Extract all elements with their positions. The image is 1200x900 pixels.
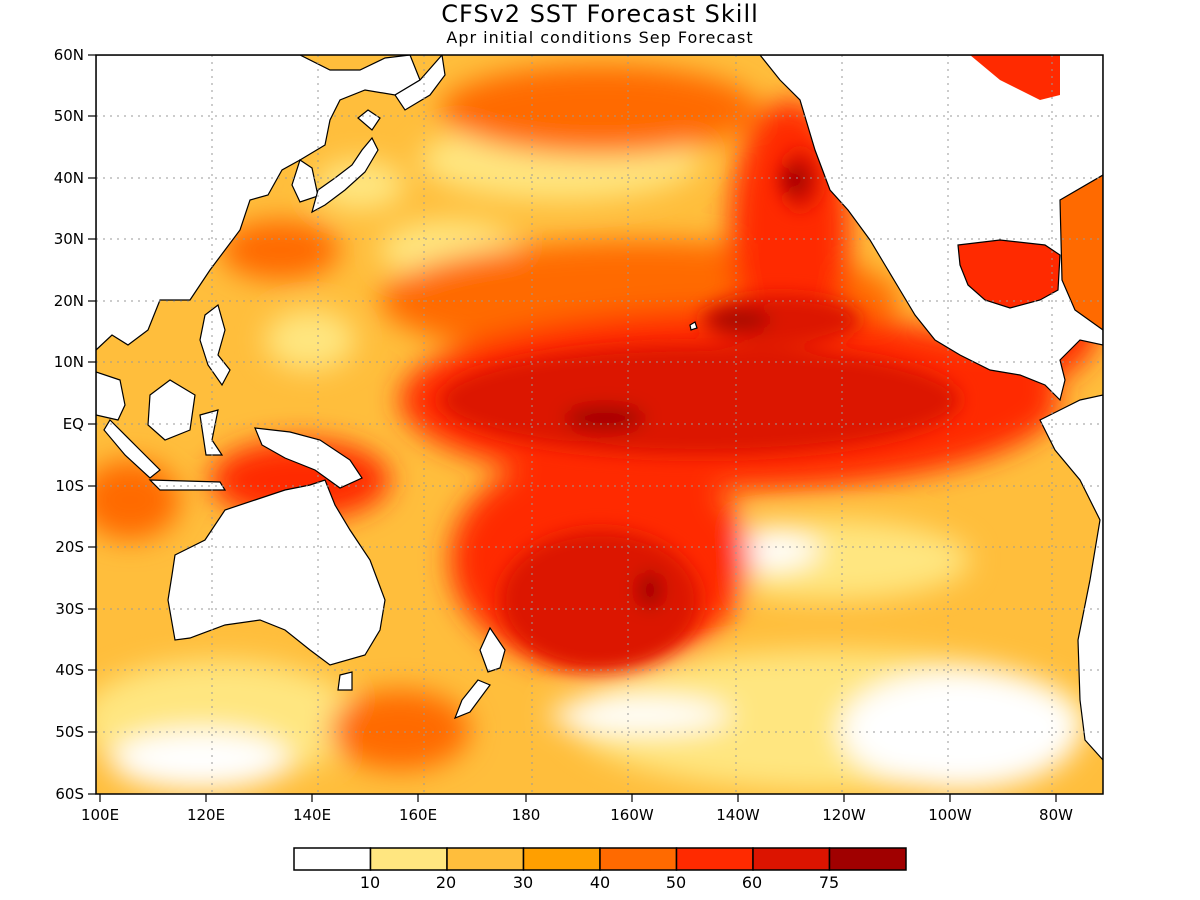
lat-axis: 60N 50N 40N 30N 20N 10N EQ 10S 20S 30S 4… bbox=[54, 46, 96, 803]
colorbar-swatch bbox=[828, 847, 907, 871]
colorbar-swatch bbox=[522, 847, 601, 871]
colorbar-swatch bbox=[675, 847, 754, 871]
lat-label: 20N bbox=[54, 292, 84, 310]
lat-label: 10N bbox=[54, 353, 84, 371]
lat-label: 20S bbox=[55, 538, 84, 556]
colorbar-label: 60 bbox=[742, 873, 762, 892]
lat-label: 10S bbox=[55, 477, 84, 495]
lat-label: 30S bbox=[55, 600, 84, 618]
lon-label: 160W bbox=[610, 806, 654, 824]
colorbar-swatch bbox=[752, 847, 831, 871]
lat-label: 40N bbox=[54, 169, 84, 187]
colorbar-label: 20 bbox=[436, 873, 456, 892]
colorbar-label: 30 bbox=[513, 873, 533, 892]
map-subtitle: Apr initial conditions Sep Forecast bbox=[446, 28, 754, 47]
lon-axis: 100E 120E 140E 160E 180 160W 140W 120W 1… bbox=[81, 794, 1073, 824]
lon-label: 100W bbox=[928, 806, 972, 824]
colorbar-label: 50 bbox=[666, 873, 686, 892]
colorbar-label: 75 bbox=[819, 873, 839, 892]
lat-label: 50S bbox=[55, 723, 84, 741]
colorbar-label: 40 bbox=[590, 873, 610, 892]
lon-label: 140W bbox=[716, 806, 760, 824]
colorbar-swatch bbox=[293, 847, 372, 871]
lat-label: 60S bbox=[55, 785, 84, 803]
lon-label: 160E bbox=[399, 806, 437, 824]
lon-label: 140E bbox=[293, 806, 331, 824]
lon-label: 120E bbox=[187, 806, 225, 824]
lat-label: 60N bbox=[54, 46, 84, 64]
lat-label: 30N bbox=[54, 230, 84, 248]
lon-label: 180 bbox=[512, 806, 541, 824]
lon-label: 80W bbox=[1039, 806, 1073, 824]
lat-label: EQ bbox=[63, 415, 84, 433]
colorbar-swatch bbox=[599, 847, 678, 871]
colorbar-label: 10 bbox=[360, 873, 380, 892]
sst-skill-field bbox=[96, 55, 1103, 794]
lon-label: 100E bbox=[81, 806, 119, 824]
colorbar: 10 20 30 40 50 60 75 bbox=[293, 847, 907, 892]
colorbar-swatch bbox=[446, 847, 525, 871]
map-title: CFSv2 SST Forecast Skill bbox=[441, 0, 759, 28]
lon-label: 120W bbox=[822, 806, 866, 824]
lat-label: 40S bbox=[55, 661, 84, 679]
lat-label: 50N bbox=[54, 107, 84, 125]
colorbar-swatch bbox=[369, 847, 448, 871]
land bbox=[96, 55, 1103, 761]
